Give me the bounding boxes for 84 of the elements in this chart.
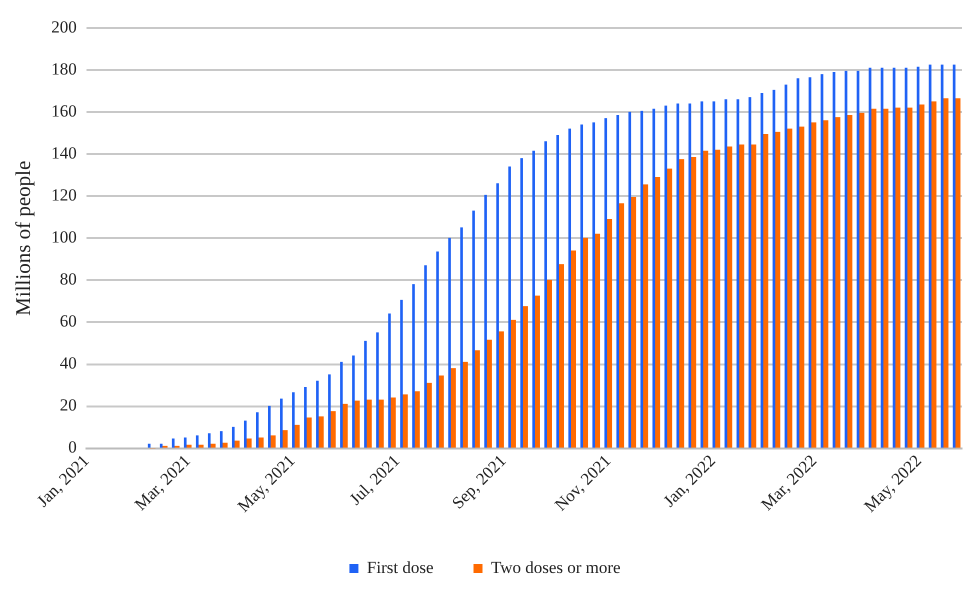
- bar: [388, 314, 391, 448]
- bar: [316, 380, 319, 448]
- bar: [532, 150, 535, 448]
- bar: [892, 68, 896, 448]
- bar: [580, 124, 584, 448]
- bar: [640, 110, 644, 448]
- bar: [928, 64, 932, 448]
- y-tick-label: 0: [68, 438, 77, 457]
- bar: [268, 406, 271, 448]
- bar: [400, 300, 403, 448]
- bar: [724, 99, 728, 448]
- bar: [304, 387, 307, 448]
- bar: [160, 444, 163, 448]
- bar: [280, 398, 283, 448]
- bar: [292, 392, 295, 448]
- y-tick-label: 160: [51, 102, 77, 121]
- bar: [616, 115, 620, 448]
- bar: [592, 122, 596, 448]
- bar: [568, 128, 572, 448]
- bar: [148, 444, 151, 448]
- bar: [508, 166, 511, 448]
- bar: [244, 420, 247, 448]
- y-tick-label: 20: [60, 396, 77, 415]
- bar: [664, 106, 668, 448]
- legend-label: Two doses or more: [491, 558, 621, 577]
- bar: [820, 74, 824, 448]
- bar: [364, 340, 367, 448]
- y-axis-title: Millions of people: [11, 160, 36, 316]
- bar: [736, 99, 740, 448]
- bar: [808, 77, 812, 448]
- bar: [256, 412, 259, 448]
- y-tick-label: 40: [60, 354, 77, 373]
- bar: [232, 426, 235, 448]
- bar: [952, 64, 956, 448]
- bar: [760, 92, 764, 448]
- bar: [210, 444, 216, 448]
- bar: [376, 332, 379, 448]
- bar: [520, 158, 523, 448]
- bar: [880, 68, 884, 448]
- bar: [424, 265, 427, 448]
- bar: [628, 112, 632, 448]
- bar: [208, 433, 211, 448]
- legend-label: First dose: [366, 558, 434, 577]
- bar: [676, 103, 680, 448]
- bar: [832, 72, 836, 448]
- y-tick-label: 60: [60, 312, 77, 331]
- bar: [352, 356, 355, 448]
- bar: [856, 70, 860, 448]
- bar: [460, 227, 463, 448]
- bar: [712, 101, 716, 448]
- bar: [784, 84, 788, 448]
- bar: [652, 108, 656, 448]
- bar: [700, 101, 704, 448]
- bar: [904, 68, 908, 448]
- bar: [184, 437, 187, 448]
- bar: [940, 64, 944, 448]
- bar: [496, 183, 499, 448]
- y-tick-label: 120: [51, 186, 77, 205]
- bar: [484, 194, 487, 448]
- y-tick-label: 200: [51, 18, 77, 37]
- bar: [196, 435, 199, 448]
- bar: [328, 374, 331, 448]
- bar: [222, 442, 228, 448]
- bar: [544, 141, 547, 448]
- bar: [340, 362, 343, 448]
- bar: [868, 68, 872, 448]
- y-tick-label: 180: [51, 60, 77, 79]
- bar: [172, 438, 175, 448]
- bar: [220, 431, 223, 448]
- y-tick-label: 100: [51, 228, 77, 247]
- bar: [844, 70, 848, 448]
- bar: [772, 90, 776, 448]
- bar: [448, 238, 451, 448]
- bar: [604, 118, 608, 448]
- bar: [556, 134, 560, 448]
- bar: [916, 66, 920, 448]
- y-tick-label: 140: [51, 144, 77, 163]
- bar: [472, 210, 475, 448]
- bar: [436, 252, 439, 448]
- bar: [688, 103, 692, 448]
- bar: [748, 97, 752, 448]
- y-tick-label: 80: [60, 270, 77, 289]
- bar: [412, 284, 415, 448]
- bar: [796, 78, 800, 448]
